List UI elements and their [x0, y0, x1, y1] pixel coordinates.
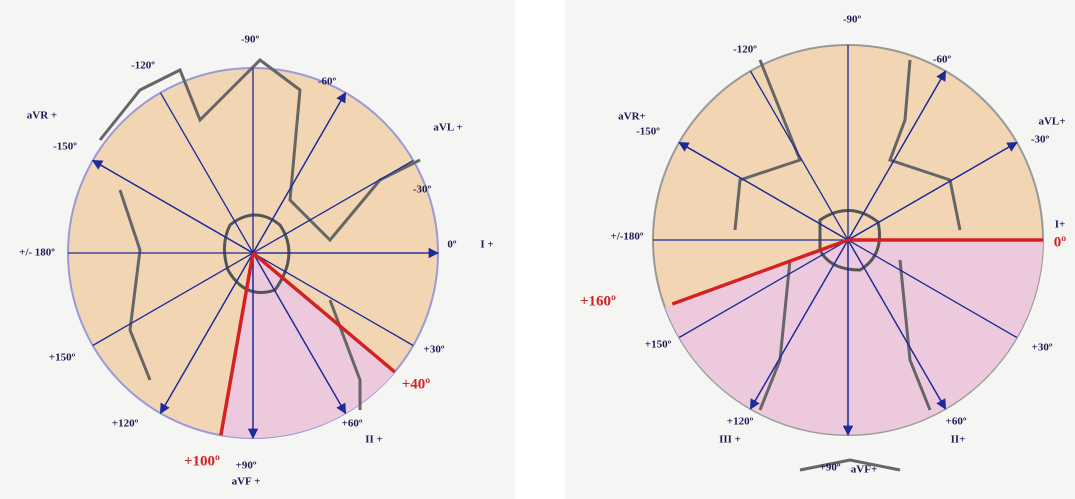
axis-label: -90º	[843, 14, 862, 26]
axis-label: +60º	[946, 416, 967, 428]
axis-label: -120º	[733, 44, 757, 56]
axis-label: +120º	[727, 416, 754, 428]
axis-label: 0º	[447, 239, 457, 251]
axis-result: +40º	[402, 376, 431, 392]
axis-result: 0º	[1054, 234, 1067, 250]
lead-label: aVF +	[232, 476, 261, 488]
axis-label: -90º	[241, 34, 260, 46]
page: -90º -120º -60º aVR + aVL + -150º -30º +…	[0, 0, 1075, 499]
axis-result: +160º	[580, 293, 616, 309]
axis-label: -60º	[318, 76, 337, 88]
axis-label: -150º	[636, 126, 660, 138]
axis-label: -150º	[53, 141, 77, 153]
lead-label: aVR+	[618, 111, 646, 123]
axis-label: +150º	[645, 339, 672, 351]
axis-label: +30º	[1032, 342, 1053, 354]
lead-label: aVL+	[1038, 116, 1065, 128]
axis-result: +100º	[184, 453, 220, 469]
axis-label: +/-180º	[610, 231, 643, 243]
axis-label: +60º	[342, 418, 363, 430]
axis-label: -120º	[131, 60, 155, 72]
axis-label: -30º	[1031, 134, 1050, 146]
axis-label: -60º	[933, 54, 952, 66]
lead-label: I +	[480, 239, 493, 251]
axis-label: +120º	[112, 418, 139, 430]
lead-label: aVL +	[433, 122, 462, 134]
axis-label: +90º	[236, 460, 257, 472]
lead-label: II+	[951, 434, 966, 446]
axis-label: -30º	[413, 184, 432, 196]
lead-label: aVR +	[27, 110, 57, 122]
axis-label: +90º	[820, 462, 841, 474]
lead-label: aVF+	[851, 464, 877, 476]
lead-label: III +	[719, 434, 741, 446]
lead-label: I+	[1055, 219, 1066, 231]
axis-label: +150º	[49, 352, 76, 364]
axis-label: +30º	[424, 344, 445, 356]
axis-label: +/- 180º	[19, 247, 55, 259]
lead-label: II +	[365, 434, 383, 446]
